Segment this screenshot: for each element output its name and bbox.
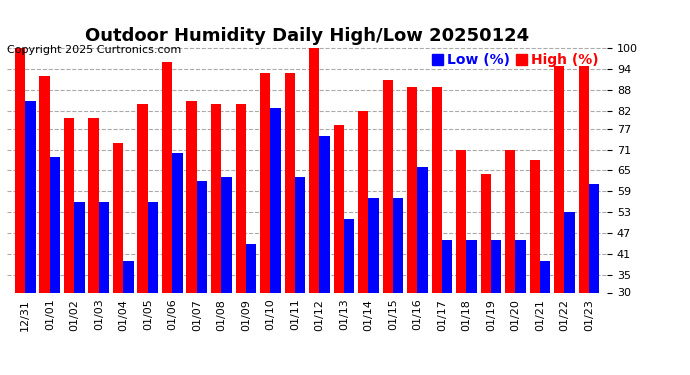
Bar: [564, 212, 575, 292]
Bar: [393, 198, 403, 292]
Bar: [368, 198, 379, 292]
Bar: [15, 48, 26, 292]
Bar: [39, 76, 50, 292]
Bar: [124, 261, 134, 292]
Title: Outdoor Humidity Daily High/Low 20250124: Outdoor Humidity Daily High/Low 20250124: [85, 27, 529, 45]
Bar: [442, 240, 452, 292]
Bar: [26, 101, 36, 292]
Bar: [505, 150, 515, 292]
Bar: [358, 111, 368, 292]
Bar: [113, 142, 124, 292]
Bar: [540, 261, 550, 292]
Bar: [578, 66, 589, 292]
Bar: [186, 101, 197, 292]
Bar: [382, 80, 393, 292]
Bar: [456, 150, 466, 292]
Bar: [515, 240, 526, 292]
Bar: [260, 73, 270, 292]
Legend: Low (%), High (%): Low (%), High (%): [431, 52, 600, 69]
Bar: [417, 167, 428, 292]
Bar: [309, 48, 319, 292]
Bar: [333, 125, 344, 292]
Bar: [554, 66, 564, 292]
Bar: [431, 87, 442, 292]
Bar: [172, 153, 183, 292]
Bar: [319, 136, 330, 292]
Bar: [99, 202, 109, 292]
Bar: [162, 62, 172, 292]
Bar: [529, 160, 540, 292]
Bar: [235, 104, 246, 292]
Bar: [221, 177, 232, 292]
Bar: [148, 202, 158, 292]
Bar: [480, 174, 491, 292]
Bar: [88, 118, 99, 292]
Bar: [197, 181, 207, 292]
Bar: [137, 104, 148, 292]
Bar: [246, 244, 256, 292]
Bar: [407, 87, 417, 292]
Bar: [295, 177, 305, 292]
Bar: [589, 184, 599, 292]
Bar: [211, 104, 221, 292]
Bar: [270, 108, 281, 292]
Bar: [50, 156, 60, 292]
Bar: [344, 219, 354, 292]
Bar: [466, 240, 477, 292]
Bar: [491, 240, 501, 292]
Bar: [75, 202, 85, 292]
Bar: [284, 73, 295, 292]
Bar: [64, 118, 75, 292]
Text: Copyright 2025 Curtronics.com: Copyright 2025 Curtronics.com: [7, 45, 181, 55]
